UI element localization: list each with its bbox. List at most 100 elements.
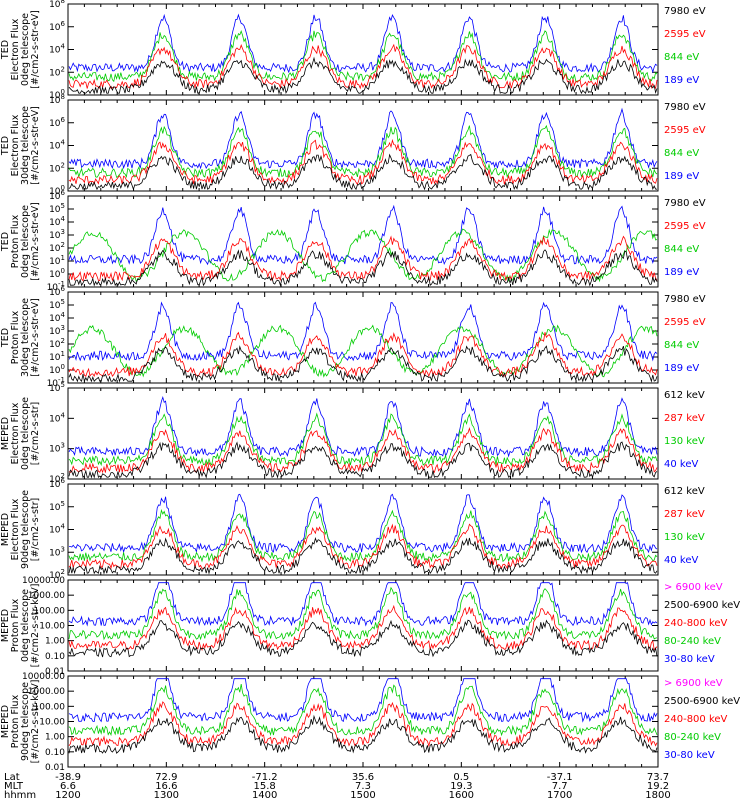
y-tick-label: 10.00: [39, 718, 65, 728]
y-tick-label: 104: [49, 139, 65, 152]
y-axis-title-line: 90deg telescope: [20, 490, 31, 569]
trace-blue: [68, 582, 658, 627]
legend-entry: 2595 eV: [664, 125, 706, 136]
trace-green: [68, 30, 658, 83]
y-tick-label: 1.00: [45, 733, 65, 743]
y-tick-label: 1.00: [45, 637, 65, 647]
panel-1: 100 102 104 106 108 TEDElectron Flux0deg tele…: [0, 0, 706, 101]
trace-blue: [68, 107, 658, 170]
trace-red: [68, 426, 658, 474]
panel-6: 102 103 104 105 106 MEPEDElectron Flux90deg t…: [0, 477, 705, 581]
y-tick-label: 100: [49, 363, 65, 376]
x-tick-label: -71.2: [252, 772, 278, 783]
legend-entry: 189 eV: [664, 363, 699, 374]
y-axis-title-line: Electron Flux: [10, 402, 21, 464]
y-tick-label: 102: [49, 568, 65, 581]
y-axis-title: MEPEDProton Flux90deg telescope[#/cm2-s-…: [0, 680, 41, 764]
y-axis-title: MEPEDElectron Flux90deg telescope[#/cm2-…: [0, 490, 41, 569]
y-axis-title-line: Proton Flux: [10, 214, 21, 268]
y-axis-title-line: MEPED: [0, 417, 11, 450]
y-axis-title-line: MEPED: [0, 609, 11, 642]
y-tick-label: 0.01: [45, 667, 65, 677]
x-tick-label: 72.9: [155, 772, 177, 783]
x-tick-label: 1600: [449, 790, 474, 800]
y-tick-label: 0.10: [45, 748, 65, 758]
y-tick-label: 104: [49, 411, 65, 424]
y-tick-label: 105: [49, 381, 65, 394]
x-row-name: Lat: [4, 772, 20, 783]
legend-entry: 30-80 keV: [664, 750, 715, 761]
y-axis-title-line: Electron Flux: [10, 114, 21, 176]
trace-blue: [69, 493, 658, 554]
trace-green: [68, 124, 658, 179]
y-axis-title-line: [#/cm2-s-str-eV]: [30, 106, 41, 185]
y-tick-label: 106: [49, 477, 65, 490]
y-tick-label: 104: [49, 215, 65, 228]
panel-frame: [67, 99, 659, 192]
legend-entry: > 6900 keV: [664, 582, 723, 593]
y-tick-label: 105: [49, 202, 65, 215]
y-axis-title-line: [#/cm2-s-str-keV]: [30, 584, 41, 668]
y-tick-label: 104: [49, 311, 65, 324]
y-axis-title: TEDProton Flux0deg telescope[#/cm2-s-str…: [0, 202, 41, 281]
y-tick-label: 108: [49, 0, 65, 10]
y-tick-label: 101: [49, 350, 65, 363]
y-axis-title-line: Electron Flux: [10, 18, 21, 80]
y-axis-title-line: [#/cm2-s-str-keV]: [30, 680, 41, 764]
legend-entry: 2500-6900 keV: [664, 600, 740, 611]
trace-green: [68, 684, 658, 737]
legend-entry: 844 eV: [664, 244, 699, 255]
legend-entry: 2595 eV: [664, 317, 706, 328]
legend-entry: 2595 eV: [664, 221, 706, 232]
trace-blue: [68, 395, 658, 458]
x-tick-label: 19.2: [647, 781, 669, 792]
trace-green: [68, 324, 658, 378]
y-tick-label: 102: [49, 161, 65, 174]
panel-5: 102 103 104 105 MEPEDElectron Flux0deg teles…: [0, 381, 705, 485]
y-tick-label: 102: [49, 472, 65, 485]
x-tick-label: 15.8: [254, 781, 276, 792]
x-tick-label: 1200: [55, 790, 80, 800]
trace-blue: [68, 301, 658, 362]
legend-entry: 2500-6900 keV: [664, 696, 740, 707]
trace-red: [68, 138, 658, 186]
trace-black: [68, 714, 658, 754]
y-tick-label: 103: [49, 324, 65, 337]
y-tick-label: 105: [49, 298, 65, 311]
y-axis-title-line: [#/cm2-s-str]: [30, 402, 41, 465]
x-tick-label: 1400: [252, 790, 277, 800]
y-axis-title-line: 0deg telescope: [20, 397, 31, 470]
y-tick-label: 1000.00: [28, 687, 65, 697]
x-tick-label: 7.7: [552, 781, 568, 792]
y-tick-label: 0.01: [45, 763, 65, 773]
legend-entry: 844 eV: [664, 340, 699, 351]
y-axis-title-line: [#/cm2-s-str]: [30, 498, 41, 561]
y-axis-title-line: 30deg telescope: [20, 106, 31, 185]
y-tick-label: 10.00: [39, 622, 65, 632]
y-tick-label: 103: [49, 228, 65, 241]
y-tick-label: 106: [49, 285, 65, 298]
y-tick-label: 105: [49, 500, 65, 513]
legend-entry: 130 keV: [664, 532, 705, 543]
legend-entry: 30-80 keV: [664, 654, 715, 665]
trace-blue: [68, 204, 658, 266]
y-tick-label: 102: [49, 337, 65, 350]
legend-entry: 240-800 keV: [664, 714, 728, 725]
trace-black: [68, 619, 658, 658]
x-tick-label: 1300: [154, 790, 179, 800]
x-tick-label: 6.6: [60, 781, 76, 792]
panel-2: 100 102 104 106 108 TEDElectron Flux30deg tel…: [0, 93, 706, 197]
y-axis-title: TEDElectron Flux0deg telescope[#/cm2-s-s…: [0, 10, 41, 89]
trace-red: [68, 701, 658, 748]
x-tick-label: 1800: [645, 790, 670, 800]
y-tick-label: 103: [49, 545, 65, 558]
trace-black: [68, 345, 658, 383]
y-axis-title-line: 90deg telescope: [20, 682, 31, 761]
legend-entry: 240-800 keV: [664, 618, 728, 629]
y-tick-label: 0.10: [45, 652, 65, 662]
trace-red: [68, 523, 658, 570]
y-tick-label: 100: [49, 184, 65, 197]
